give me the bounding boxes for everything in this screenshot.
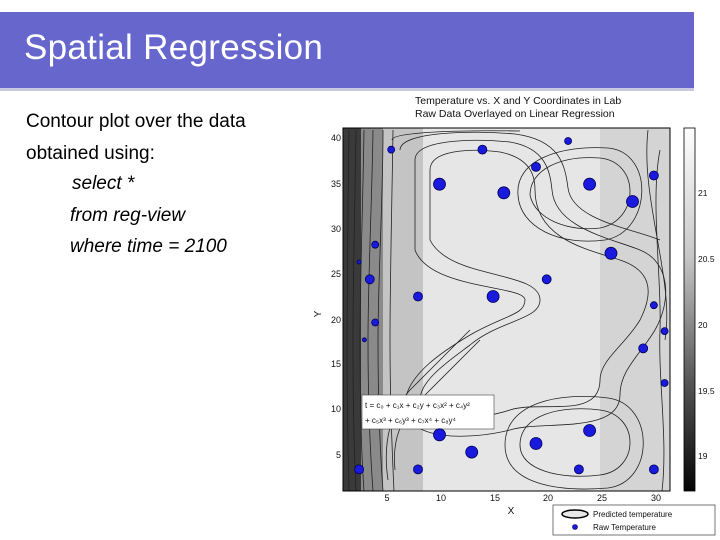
y-tick-label: 25 — [331, 269, 341, 279]
raw-temperature-point — [649, 464, 659, 475]
chart-title-line-2: Raw Data Overlayed on Linear Regression — [415, 108, 615, 120]
raw-temperature-swatch — [572, 524, 578, 530]
y-tick-label: 20 — [331, 315, 341, 325]
y-tick-label: 30 — [331, 224, 341, 234]
equation-line-1: t = c₀ + c₁x + c₂y + c₃x² + c₄y² — [365, 401, 470, 410]
colorbar-tick-label: 21 — [698, 188, 708, 198]
x-tick-label: 20 — [543, 493, 553, 503]
raw-temperature-point — [354, 464, 365, 475]
raw-temperature-point — [477, 144, 488, 155]
title-bar — [0, 12, 694, 88]
raw-points — [354, 137, 669, 475]
raw-temperature-point — [371, 240, 380, 249]
colorbar-tick-label: 19 — [698, 451, 708, 461]
raw-temperature-point — [371, 318, 380, 327]
raw-temperature-point — [361, 337, 367, 343]
legend-item: Predicted temperature — [593, 510, 673, 519]
y-axis-label: Y — [313, 310, 324, 317]
x-tick-label: 15 — [490, 493, 500, 503]
query-line-where: where time = 2100 — [70, 236, 227, 257]
raw-temperature-point — [364, 274, 375, 285]
raw-temperature-point — [583, 177, 596, 191]
x-axis-label: X — [508, 506, 515, 517]
predicted-temperature-swatch — [561, 509, 589, 519]
raw-temperature-point — [433, 177, 446, 191]
y-tick-label: 10 — [331, 404, 341, 414]
colorbar-tick-label: 20 — [698, 320, 708, 330]
equation-line-2: + c₅x³ + c₆y³ + c₇x⁴ + c₈y⁴ — [365, 416, 457, 425]
raw-temperature-point — [497, 186, 511, 200]
raw-temperature-point — [541, 274, 552, 285]
title-divider — [0, 88, 694, 91]
colorbar-ticks: 21 20.5 20 19.5 19 — [698, 188, 715, 461]
x-tick-label: 5 — [384, 493, 389, 503]
raw-temperature-point — [604, 246, 618, 260]
raw-temperature-point — [660, 379, 669, 387]
raw-temperature-point — [626, 195, 639, 208]
body-line-1: Contour plot over the data — [26, 111, 246, 132]
colorbar-tick-label: 19.5 — [698, 386, 715, 396]
raw-temperature-point — [387, 145, 396, 154]
query-line-select: select * — [72, 173, 135, 194]
raw-temperature-point — [413, 291, 423, 302]
raw-temperature-point — [649, 170, 659, 181]
raw-temperature-point — [465, 445, 479, 459]
colorbar — [683, 127, 696, 492]
raw-temperature-point — [650, 301, 658, 310]
y-tick-label: 40 — [331, 133, 341, 143]
y-tick-label: 15 — [331, 359, 341, 369]
chart-title-line-1: Temperature vs. X and Y Coordinates in L… — [415, 95, 621, 107]
slide-title: Spatial Regression — [24, 28, 324, 67]
colorbar-tick-label: 20.5 — [698, 254, 715, 264]
y-tick-label: 5 — [336, 450, 341, 460]
plot-frame — [342, 127, 671, 492]
raw-temperature-point — [413, 464, 423, 475]
contour-field — [343, 128, 670, 491]
raw-temperature-point — [564, 137, 572, 145]
equation-box: t = c₀ + c₁x + c₂y + c₃x² + c₄y² + c₅x³ … — [361, 394, 495, 430]
raw-temperature-point — [531, 161, 541, 172]
raw-temperature-point — [433, 428, 446, 442]
body-line-2: obtained using: — [26, 143, 155, 164]
y-tick-label: 35 — [331, 179, 341, 189]
raw-temperature-point — [529, 437, 543, 450]
raw-temperature-point — [574, 464, 584, 475]
raw-temperature-point — [583, 424, 596, 437]
x-tick-label: 25 — [597, 493, 607, 503]
raw-temperature-point — [638, 343, 649, 354]
x-axis: 5 10 15 20 25 30 — [384, 493, 661, 503]
legend: Predicted temperature Raw Temperature — [552, 504, 716, 536]
legend-item: Raw Temperature — [593, 523, 657, 532]
raw-temperature-point — [486, 290, 500, 303]
x-tick-label: 30 — [651, 493, 661, 503]
raw-temperature-point — [660, 327, 669, 336]
query-line-from: from reg-view — [70, 205, 186, 226]
x-tick-label: 10 — [436, 493, 446, 503]
raw-temperature-point — [356, 259, 362, 265]
y-axis: 5 10 15 20 25 30 35 40 — [331, 133, 341, 460]
